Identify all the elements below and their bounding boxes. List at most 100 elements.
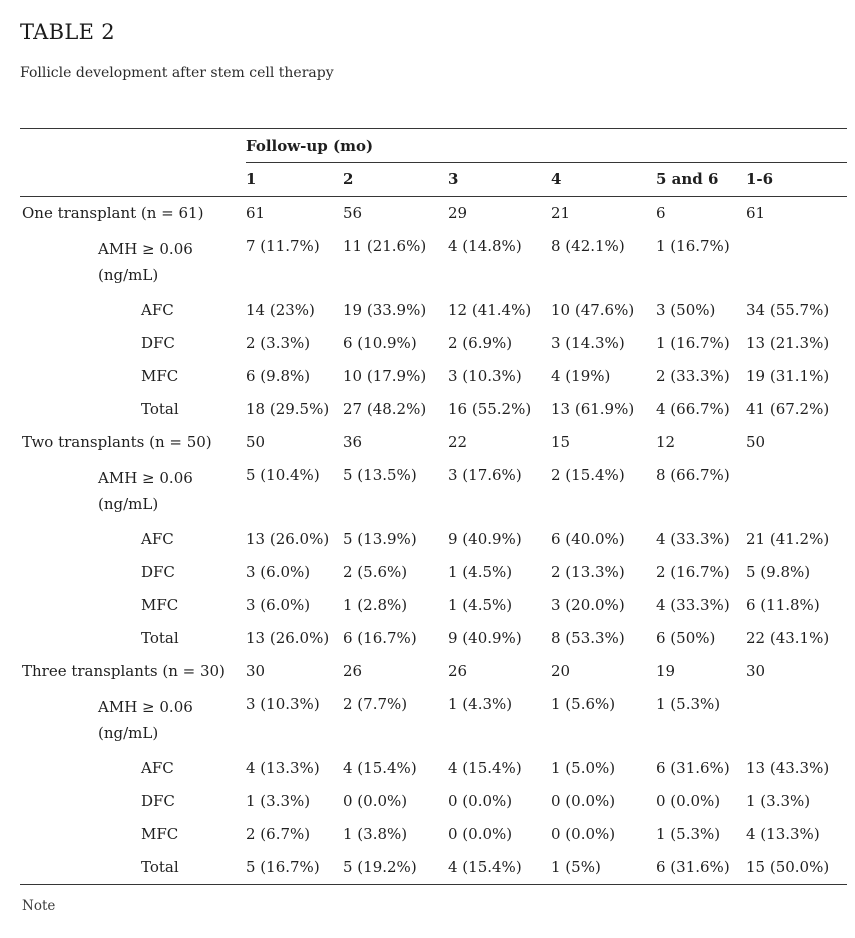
value-cell: 21 (41.2%)	[746, 530, 830, 548]
value-cell: 2 (33.3%)	[656, 367, 730, 385]
row-label: MFC	[141, 596, 179, 614]
value-cell: 18 (29.5%)	[246, 400, 330, 418]
value-cell: 6 (9.8%)	[246, 367, 311, 385]
value-cell: 0 (0.0%)	[551, 825, 616, 843]
value-cell: 2 (6.7%)	[246, 825, 311, 843]
value-cell: 13 (26.0%)	[246, 629, 330, 647]
value-cell: 19	[656, 662, 676, 680]
value-cell: 3 (14.3%)	[551, 334, 625, 352]
value-cell: 4 (66.7%)	[656, 400, 730, 418]
data-row: AMH ≥ 0.06 (ng/mL) 3 (10.3%) 2 (7.7%) 1 (4.3…	[20, 688, 847, 752]
data-row: DFC 1 (3.3%) 0 (0.0%) 0 (0.0%) 0 (0.0%) 0 (0.…	[20, 785, 847, 818]
value-cell: 16 (55.2%)	[448, 400, 532, 418]
group-row: Three transplants (n = 30) 30 26 26 20 19 30	[20, 655, 847, 688]
value-cell: 61	[246, 204, 266, 222]
value-cell: 1 (3.3%)	[246, 792, 311, 810]
data-row: AFC 14 (23%) 19 (33.9%) 12 (41.4%) 10 (47.6%…	[20, 294, 847, 327]
row-label: MFC	[141, 825, 179, 843]
value-cell: 4 (15.4%)	[448, 858, 522, 876]
value-cell: 2 (3.3%)	[246, 334, 311, 352]
value-cell: 19 (31.1%)	[746, 367, 830, 385]
table-body: One transplant (n = 61) 61 56 29 21 6 61 AMH ≥ …	[20, 197, 847, 885]
value-cell	[746, 230, 847, 294]
value-cell: 6	[656, 204, 666, 222]
group-label: Two transplants (n = 50)	[22, 433, 212, 451]
value-cell: 36	[343, 433, 363, 451]
value-cell: 1 (16.7%)	[656, 334, 730, 352]
value-cell: 4 (19%)	[551, 367, 611, 385]
value-cell: 14 (23%)	[246, 301, 315, 319]
value-cell: 4 (15.4%)	[448, 759, 522, 777]
value-cell: 41 (67.2%)	[746, 400, 830, 418]
row-label: AFC	[141, 759, 174, 777]
value-cell: 2 (15.4%)	[551, 466, 625, 484]
value-cell: 5 (10.4%)	[246, 466, 320, 484]
value-cell: 4 (14.8%)	[448, 237, 522, 255]
value-cell: 8 (42.1%)	[551, 237, 625, 255]
value-cell: 5 (13.9%)	[343, 530, 417, 548]
value-cell: 8 (53.3%)	[551, 629, 625, 647]
value-cell: 6 (40.0%)	[551, 530, 625, 548]
value-cell: 30	[246, 662, 266, 680]
value-cell: 1 (5.6%)	[551, 695, 616, 713]
value-cell: 3 (20.0%)	[551, 596, 625, 614]
value-cell: 4 (33.3%)	[656, 530, 730, 548]
value-cell: 50	[246, 433, 266, 451]
value-cell: 13 (26.0%)	[246, 530, 330, 548]
value-cell: 56	[343, 204, 363, 222]
row-label: AFC	[141, 301, 174, 319]
value-cell: 1 (5.3%)	[656, 695, 721, 713]
column-header-3: 3	[448, 162, 551, 197]
data-row: AFC 4 (13.3%) 4 (15.4%) 4 (15.4%) 1 (5.0%) 6 …	[20, 752, 847, 785]
value-cell: 0 (0.0%)	[448, 825, 513, 843]
value-cell: 9 (40.9%)	[448, 629, 522, 647]
data-row: DFC 2 (3.3%) 6 (10.9%) 2 (6.9%) 3 (14.3%) 1 (…	[20, 327, 847, 360]
value-cell: 12	[656, 433, 676, 451]
row-label: AMH ≥ 0.06 (ng/mL)	[98, 469, 193, 513]
value-cell: 1 (5.3%)	[656, 825, 721, 843]
data-row: Total 18 (29.5%) 27 (48.2%) 16 (55.2%) 13 (6…	[20, 393, 847, 426]
data-row: AMH ≥ 0.06 (ng/mL) 5 (10.4%) 5 (13.5%) 3 (17…	[20, 459, 847, 523]
column-header-5-and-6: 5 and 6	[656, 162, 746, 197]
value-cell: 5 (16.7%)	[246, 858, 320, 876]
value-cell: 34 (55.7%)	[746, 301, 830, 319]
column-header-2: 2	[343, 162, 448, 197]
value-cell: 10 (47.6%)	[551, 301, 635, 319]
row-label: DFC	[141, 334, 175, 352]
value-cell: 1 (5.0%)	[551, 759, 616, 777]
value-cell: 4 (15.4%)	[343, 759, 417, 777]
value-cell: 3 (6.0%)	[246, 563, 311, 581]
header-stub-cell	[20, 129, 246, 163]
value-cell: 6 (16.7%)	[343, 629, 417, 647]
value-cell: 4 (33.3%)	[656, 596, 730, 614]
value-cell: 12 (41.4%)	[448, 301, 532, 319]
value-cell: 1 (4.5%)	[448, 563, 513, 581]
subheader-stub-cell	[20, 162, 246, 197]
value-cell: 15	[551, 433, 571, 451]
value-cell: 2 (7.7%)	[343, 695, 408, 713]
value-cell: 2 (16.7%)	[656, 563, 730, 581]
value-cell: 5 (19.2%)	[343, 858, 417, 876]
value-cell: 1 (5%)	[551, 858, 601, 876]
value-cell: 13 (61.9%)	[551, 400, 635, 418]
value-cell: 0 (0.0%)	[448, 792, 513, 810]
value-cell: 1 (3.8%)	[343, 825, 408, 843]
group-label: One transplant (n = 61)	[22, 204, 204, 222]
value-cell: 4 (13.3%)	[246, 759, 320, 777]
row-label: AMH ≥ 0.06 (ng/mL)	[98, 698, 193, 742]
data-row: Total 5 (16.7%) 5 (19.2%) 4 (15.4%) 1 (5%) 6 …	[20, 851, 847, 885]
value-cell: 0 (0.0%)	[343, 792, 408, 810]
value-cell: 11 (21.6%)	[343, 237, 427, 255]
value-cell: 13 (43.3%)	[746, 759, 830, 777]
data-row: MFC 2 (6.7%) 1 (3.8%) 0 (0.0%) 0 (0.0%) 1 (5.…	[20, 818, 847, 851]
value-cell: 13 (21.3%)	[746, 334, 830, 352]
value-cell: 8 (66.7%)	[656, 466, 730, 484]
value-cell: 26	[343, 662, 363, 680]
value-cell	[746, 459, 847, 523]
value-cell: 6 (11.8%)	[746, 596, 820, 614]
value-cell: 30	[746, 662, 766, 680]
row-label: DFC	[141, 792, 175, 810]
value-cell: 4 (13.3%)	[746, 825, 820, 843]
group-row: One transplant (n = 61) 61 56 29 21 6 61	[20, 197, 847, 231]
table-note: Note	[22, 898, 56, 914]
